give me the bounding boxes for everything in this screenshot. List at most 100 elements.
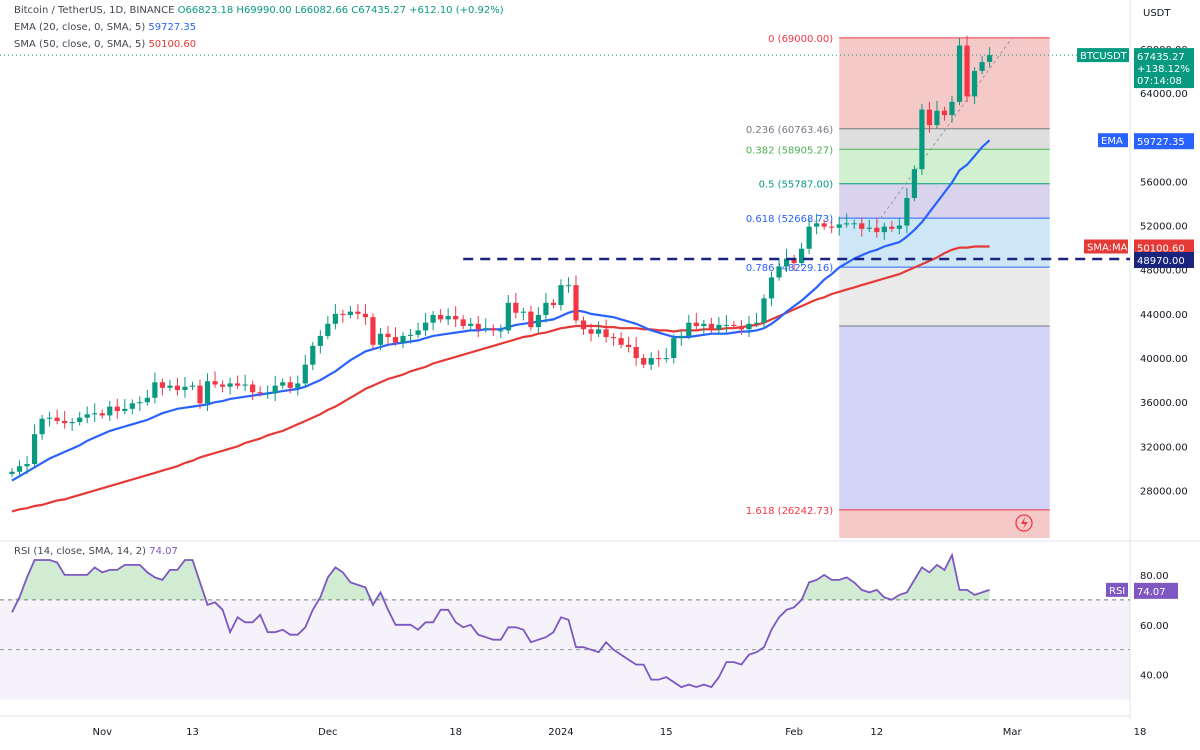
candle-body (633, 346, 639, 359)
candle-body (54, 417, 60, 421)
flash-icon (1015, 514, 1033, 532)
candle-body (941, 110, 948, 116)
candle-body (528, 311, 534, 328)
candle-body (663, 358, 669, 360)
candle-body (753, 322, 760, 324)
rsi-legend: RSI (14, close, SMA, 14, 2) 74.07 (14, 546, 178, 557)
fib-label: 0.236 (60763.46) (746, 125, 833, 136)
candle-body (468, 323, 474, 326)
candle-body (896, 225, 902, 229)
symbol-badge-text: BTCUSDT (1080, 51, 1128, 62)
rsi-line (11, 552, 990, 689)
ohlc-values: O66823.18 H69990.00 L66082.66 C67435.27 … (177, 5, 504, 16)
candle-body (137, 402, 143, 404)
price-tick-label: 28000.00 (1140, 487, 1188, 498)
candle-body (671, 338, 677, 359)
candle-body (565, 285, 572, 287)
candle-body (881, 226, 887, 233)
price-tick-label: 52000.00 (1140, 222, 1188, 233)
candle-body (550, 302, 557, 306)
candle-body (287, 382, 293, 388)
last-price-tag (1134, 48, 1194, 89)
candle-body (197, 385, 203, 404)
currency-label: USDT (1143, 8, 1171, 19)
candle-body (144, 397, 150, 403)
sma-badge (1084, 239, 1128, 254)
support-price-tag (1134, 251, 1194, 268)
candle-body (731, 324, 737, 326)
candle-body (483, 328, 489, 330)
chart-title: Bitcoin / TetherUS, 1D, BINANCE O66823.1… (14, 4, 504, 17)
time-tick-label: Nov (92, 727, 112, 738)
last-price-tag-text: 07:14:08 (1137, 76, 1182, 87)
candle-body (62, 420, 68, 424)
candle-body (573, 285, 579, 321)
fib-label: 1.618 (26242.73) (746, 506, 833, 517)
fib-zone (839, 509, 1050, 538)
rsi-legend-label: RSI (14, close, SMA, 14, 2) (14, 546, 147, 557)
sma-legend-value: 50100.60 (148, 39, 197, 50)
candle-body (219, 384, 226, 387)
candle-body (851, 223, 857, 225)
price-tick-label: 40000.00 (1140, 354, 1188, 365)
candle-body (535, 314, 541, 328)
candle-body (723, 324, 729, 326)
sma-badge-text: SMA:MA (1087, 243, 1128, 254)
candle-body (152, 382, 158, 398)
candle-body (204, 381, 211, 404)
sma-legend-label: SMA (50, close, 0, SMA, 5) (14, 39, 146, 50)
candle-body (182, 386, 188, 391)
candle-body (475, 323, 481, 330)
candle-body (595, 329, 602, 334)
candle-body (92, 413, 98, 415)
rsi-overbought-fill (12, 555, 990, 600)
candle-body (257, 392, 263, 394)
time-tick-label: 18 (1134, 727, 1147, 738)
candle-body (866, 227, 872, 229)
rsi-legend-value: 74.07 (149, 546, 178, 557)
time-tick-label: Feb (785, 727, 803, 738)
fib-label: 0.5 (55787.00) (759, 180, 834, 191)
candle-body (84, 414, 90, 418)
candle-body (686, 322, 692, 336)
candle-body (505, 302, 511, 331)
candle-body (347, 311, 353, 315)
candle-body (370, 317, 376, 345)
time-tick-label: 12 (870, 727, 883, 738)
candle-body (904, 197, 910, 226)
candle-body (280, 382, 286, 386)
candle-body (325, 323, 331, 336)
candle-body (227, 383, 233, 387)
candle-body (859, 223, 865, 229)
candle-body (453, 316, 459, 320)
candle-body (423, 322, 429, 331)
rsi-value-tag-text: 74.07 (1137, 587, 1166, 598)
candle-body (400, 335, 406, 343)
candle-body (956, 45, 963, 102)
last-price-tag-text: +138.12% (1137, 64, 1190, 75)
price-tick-label: 32000.00 (1140, 442, 1188, 453)
candle-body (77, 417, 83, 423)
candle-body (919, 109, 925, 170)
ema-badge-text: EMA (1101, 136, 1123, 147)
candle-body (701, 323, 707, 326)
candle-body (362, 313, 369, 318)
fib-label: 0.618 (52668.73) (746, 214, 833, 225)
candle-body (122, 408, 128, 412)
candle-body (806, 226, 812, 249)
candle-body (678, 335, 684, 339)
candle-body (829, 226, 835, 228)
candle-body (611, 337, 617, 339)
ema-legend: EMA (20, close, 0, SMA, 5) 59727.35 (14, 21, 196, 34)
candle-body (799, 248, 805, 264)
candle-body (641, 358, 647, 365)
candle-body (24, 464, 30, 467)
candle-body (768, 277, 775, 299)
price-tick-label: 64000.00 (1140, 89, 1188, 100)
candle-body (69, 422, 75, 424)
support-price-tag-text: 48970.00 (1137, 256, 1185, 267)
candle-body (39, 418, 45, 435)
candle-body (250, 384, 256, 393)
candle-body (392, 337, 399, 343)
